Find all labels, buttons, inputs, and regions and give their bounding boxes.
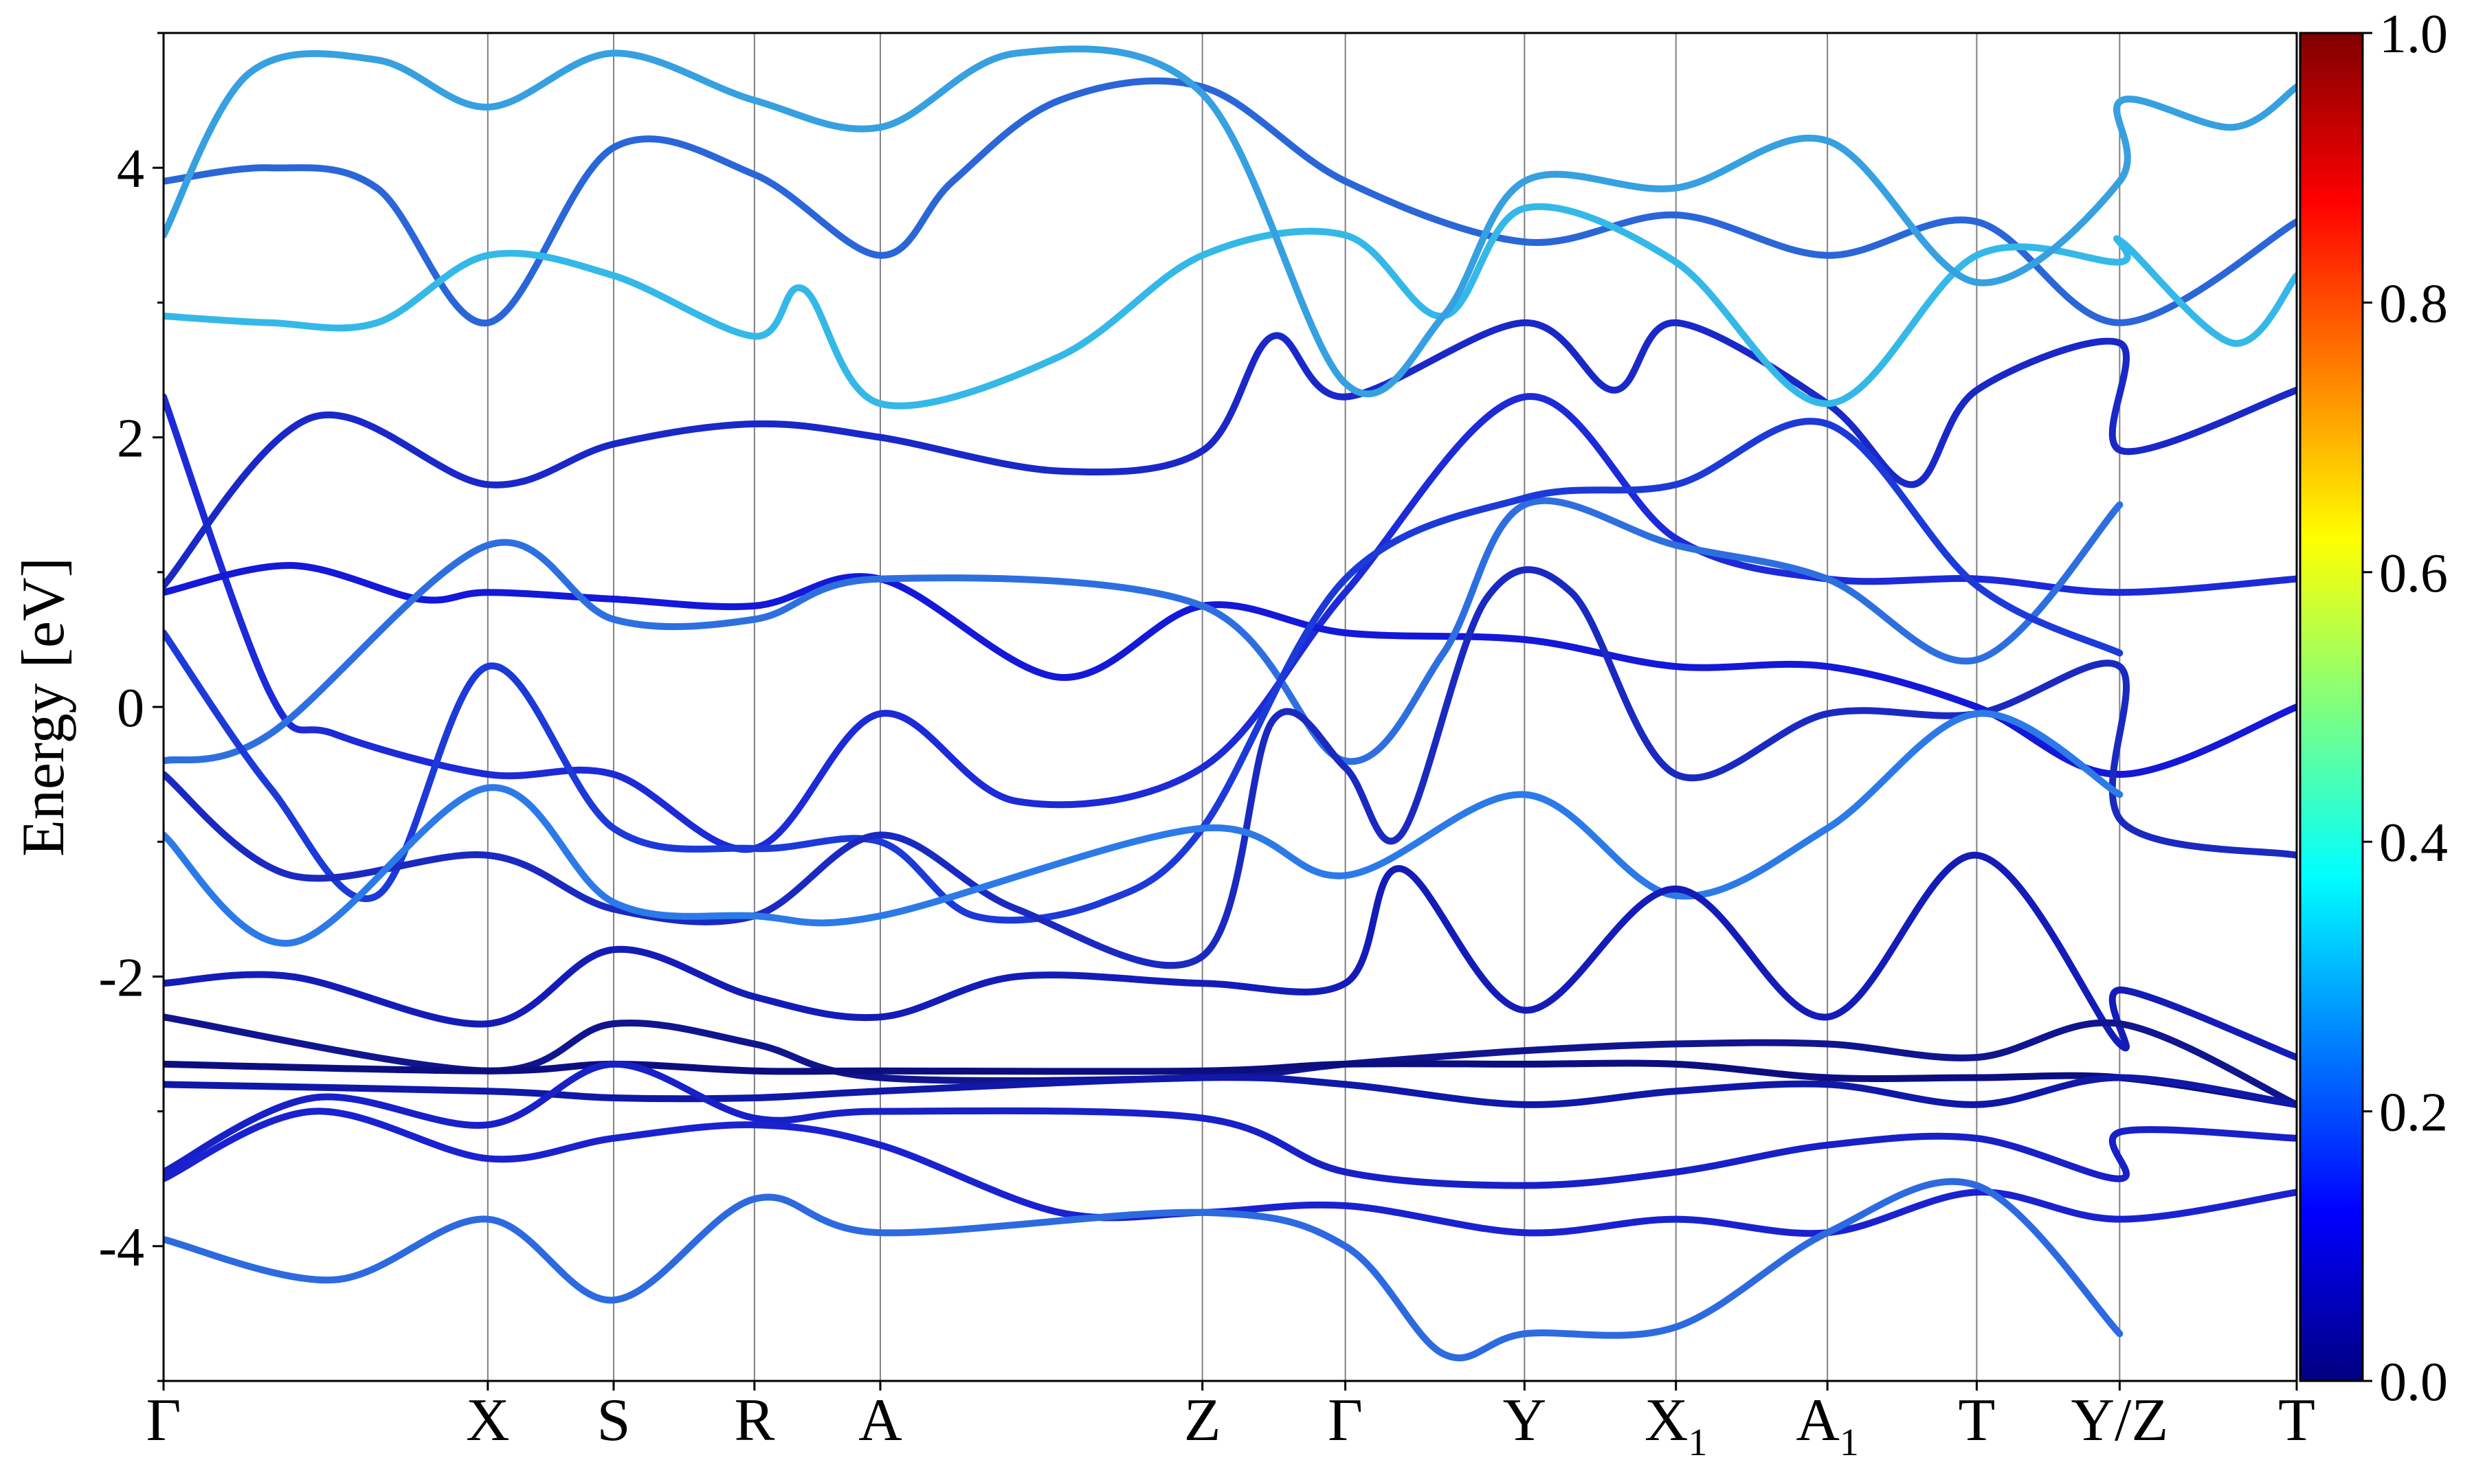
band-line bbox=[164, 203, 2297, 409]
band-line bbox=[164, 319, 2297, 589]
x-tick-label: X bbox=[466, 1387, 510, 1454]
colorbar-tick-label: 1.0 bbox=[2379, 4, 2448, 65]
band-line bbox=[164, 1074, 2297, 1108]
colorbar-gradient bbox=[2299, 32, 2364, 1382]
band-line bbox=[164, 1178, 2124, 1362]
band-line bbox=[164, 497, 2124, 765]
band-line bbox=[164, 77, 2297, 326]
y-axis: -4 -2 0 2 4 bbox=[98, 32, 164, 1382]
colorbar-tick-label: 0.4 bbox=[2379, 813, 2448, 873]
colorbar-tick-label: 0.2 bbox=[2379, 1083, 2448, 1143]
x-tick-label: X1 bbox=[1645, 1387, 1708, 1464]
x-tick-label: T bbox=[1959, 1387, 1996, 1454]
y-tick-label: 0 bbox=[117, 678, 144, 739]
colorbar-tick-label: 0.6 bbox=[2379, 543, 2448, 604]
colorbar-tick-label: 0.0 bbox=[2379, 1352, 2448, 1413]
x-axis: Γ X S R A Z Γ Y X1 A1 T Y/Z T bbox=[146, 1381, 2315, 1464]
colorbar-tick-label: 0.8 bbox=[2379, 273, 2448, 334]
y-tick-label: 4 bbox=[117, 139, 144, 199]
x-tick-label: Y bbox=[1503, 1387, 1547, 1454]
x-tick-label: R bbox=[734, 1387, 774, 1454]
x-tick-label: A bbox=[858, 1387, 902, 1454]
band-line bbox=[164, 561, 2297, 778]
colorbar: 0.0 0.2 0.4 0.6 0.8 1.0 bbox=[2299, 4, 2448, 1413]
x-tick-label: Γ bbox=[1328, 1387, 1363, 1454]
x-tick-label: A1 bbox=[1796, 1387, 1859, 1464]
band-line bbox=[164, 393, 2297, 853]
band-lines bbox=[164, 45, 2297, 1362]
y-tick-label: -2 bbox=[98, 947, 144, 1008]
x-tick-label: Z bbox=[1184, 1387, 1221, 1454]
x-tick-label: Y/Z bbox=[2071, 1387, 2168, 1454]
y-tick-label: -4 bbox=[98, 1217, 144, 1278]
y-axis-label: Energy [eV] bbox=[10, 557, 77, 857]
x-tick-label: Γ bbox=[146, 1387, 181, 1454]
band-line bbox=[164, 45, 2297, 398]
band-line bbox=[164, 851, 2297, 1061]
band-line bbox=[164, 417, 2124, 924]
x-tick-label: T bbox=[2278, 1387, 2315, 1454]
high-symmetry-lines bbox=[487, 33, 2121, 1381]
band-line bbox=[164, 710, 2124, 947]
band-line bbox=[164, 1060, 2297, 1189]
x-tick-label: S bbox=[597, 1387, 630, 1454]
y-tick-label: 2 bbox=[117, 409, 144, 469]
